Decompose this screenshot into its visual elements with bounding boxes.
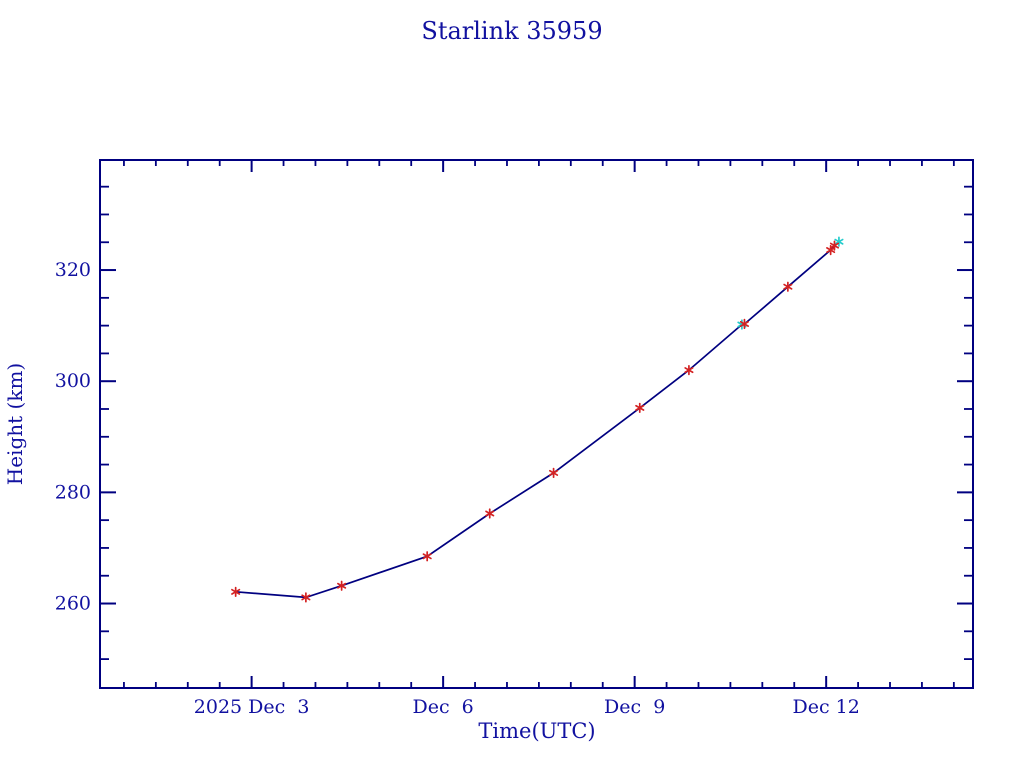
predicted-height-marker [834,236,844,247]
asterisk-stroke [231,588,241,595]
observed-height-marker [829,240,840,251]
observed-height-marker [783,281,793,292]
asterisk-stroke [549,469,559,476]
observed-height-marker [422,551,432,562]
observed-height-marker [337,580,347,591]
y-axis-tick-label: 280 [55,481,91,503]
chart-title: Starlink 35959 [421,17,602,45]
y-axis-title: Height (km) [3,363,27,485]
x-axis-tick-label: Dec 12 [792,696,859,718]
y-axis-tick-label: 300 [55,370,91,392]
plot-frame [99,159,974,689]
plot-area: 2025 Dec 3 Dec 6 Dec 9 Dec 12 260 280 300 320 [55,159,974,718]
asterisk-stroke [739,320,750,327]
x-axis-tick-label: 2025 Dec 3 [194,696,310,718]
asterisk-stroke [422,553,432,560]
observed-height-marker [231,586,241,597]
asterisk-stroke [834,238,844,245]
asterisk-stroke [337,582,347,589]
x-axis-title: Time(UTC) [478,719,595,743]
observed-height-marker [485,508,495,519]
observed-height-marker [684,364,694,376]
x-axis-tick-label: Dec 9 [604,696,665,718]
observed-height-marker [301,592,311,603]
asterisk-stroke [783,283,793,290]
asterisk-stroke [684,367,694,374]
y-axis-tick-label: 320 [55,259,91,281]
asterisk-stroke [635,404,645,411]
observed-height-marker [549,467,559,479]
asterisk-stroke [301,594,311,601]
asterisk-stroke [826,247,836,254]
asterisk-stroke [829,242,840,249]
x-axis-tick-label: Dec 6 [412,696,473,718]
asterisk-stroke [485,510,495,517]
observed-height-marker [635,402,645,414]
height-curve [235,241,840,599]
observed-height-marker [739,318,750,330]
y-axis-tick-label: 260 [55,593,91,615]
